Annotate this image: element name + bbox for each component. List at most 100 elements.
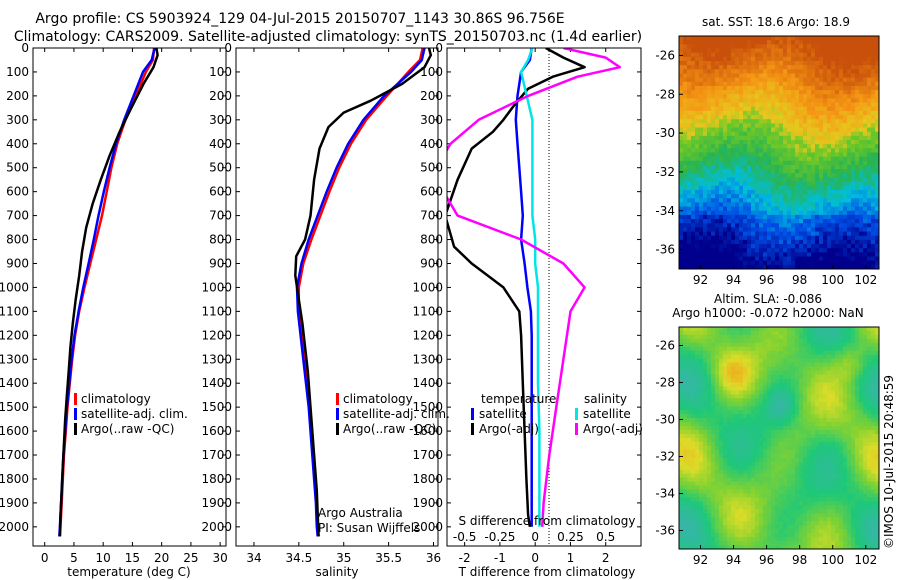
map-cell [831,148,836,153]
map-cell [727,177,732,183]
map-cell [835,453,840,459]
sla-map-title-line1: Altim. SLA: -0.086 [714,292,822,306]
map-cell [771,402,776,407]
map-cell [815,342,820,348]
map-cell [787,334,792,340]
map-cell [803,449,808,455]
map-cell [847,60,852,66]
x-tick-label: 0 [41,551,49,565]
map-cell [791,81,796,87]
map-cell [767,60,772,66]
map-cell [831,358,836,364]
map-cell [711,131,716,137]
map-cell [855,406,860,411]
map-cell [799,173,804,178]
map-cell [691,354,696,360]
map-cell [871,386,876,391]
map-cell [763,210,768,216]
map-cell [859,198,864,203]
map-cell [795,44,800,49]
map-cell [815,394,820,399]
map-cell [767,227,772,232]
map-cell [763,73,768,79]
map-cell [839,457,844,463]
map-cell [779,382,784,387]
map-cell [787,445,792,451]
map-cell [679,378,684,383]
map-cell [747,382,752,387]
map-cell [819,65,824,70]
map-cell [839,160,844,166]
map-cell [683,119,688,124]
map-cell [803,123,808,128]
map-cell [699,110,704,116]
map-cell [679,98,684,103]
map-cell [711,457,716,463]
map-cell [795,370,800,375]
map-cell [747,338,752,344]
map-cell [823,342,828,348]
map-cell [679,214,684,220]
map-cell [735,374,740,379]
map-cell [727,106,732,112]
map-cell [699,169,704,174]
map-cell [835,202,840,207]
map-cell [735,382,740,387]
map-cell [727,445,732,451]
series-line-temperature-satellite [514,48,533,527]
map-cell [875,65,880,70]
map-cell [859,350,864,356]
map-cell [867,366,872,371]
map-cell [795,223,800,228]
map-cell [759,85,764,91]
map-cell [715,366,720,371]
map-cell [855,350,860,356]
map-cell [723,185,728,191]
map-cell [819,327,824,332]
map-cell [871,110,876,116]
map-cell [839,185,844,191]
map-y-tick-label: -28 [655,87,675,101]
map-cell [839,56,844,62]
map-cell [815,148,820,153]
map-cell [791,244,796,249]
map-cell [811,44,816,49]
map-cell [795,469,800,475]
map-cell [831,198,836,203]
map-cell [775,44,780,49]
map-cell [731,235,736,241]
map-cell [859,144,864,149]
map-cell [723,177,728,183]
map-cell [779,370,784,375]
map-cell [755,189,760,195]
map-cell [839,156,844,162]
map-cell [715,110,720,116]
map-cell [819,73,824,79]
map-cell [723,119,728,124]
map-cell [847,227,852,232]
map-cell [743,406,748,411]
map-cell [795,378,800,383]
map-cell [843,194,848,199]
map-cell [751,210,756,216]
map-cell [735,181,740,187]
map-cell [715,445,720,451]
map-cell [739,434,744,439]
map-cell [683,60,688,66]
map-cell [807,465,812,471]
map-cell [839,144,844,149]
map-cell [831,169,836,174]
map-cell [715,36,720,41]
map-cell [855,144,860,149]
map-cell [759,434,764,439]
map-cell [735,434,740,439]
map-cell [715,330,720,336]
map-cell [679,366,684,371]
map-cell [715,370,720,375]
map-cell [759,235,764,241]
map-cell [755,469,760,475]
depth-tick-label: 300 [420,113,443,127]
map-cell [791,185,796,191]
map-cell [683,346,688,352]
map-cell [863,106,868,112]
